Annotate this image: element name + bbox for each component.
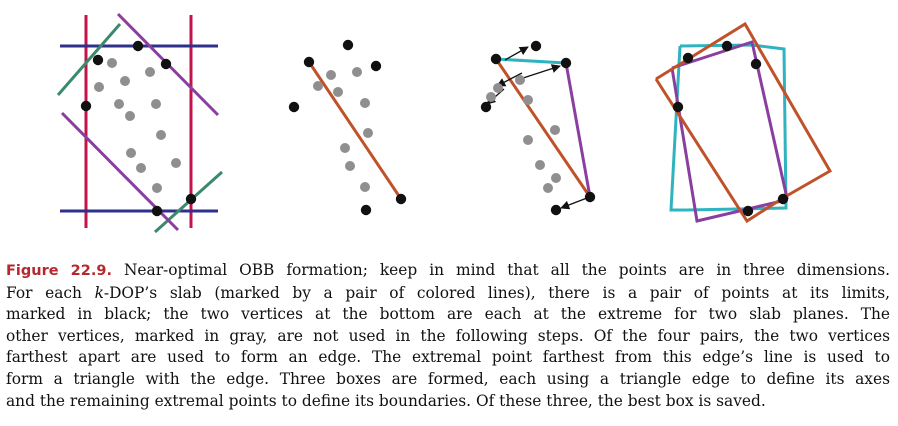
caption-line: For each k-DOP’s slab (marked by a pair … bbox=[6, 283, 890, 305]
panel-kdop-slabs bbox=[56, 12, 224, 234]
black-point bbox=[550, 204, 562, 216]
gray-point bbox=[523, 135, 533, 145]
gray-point bbox=[152, 183, 162, 193]
gray-point bbox=[326, 70, 336, 80]
panel-three-boxes bbox=[654, 21, 833, 224]
caption-text: farthest apart are used to form an edge.… bbox=[6, 348, 890, 367]
black-point bbox=[342, 39, 354, 51]
black-point bbox=[721, 40, 733, 52]
gray-point bbox=[360, 182, 370, 192]
italic-k: k bbox=[94, 283, 104, 302]
black-point bbox=[395, 193, 407, 205]
gray-point bbox=[151, 99, 161, 109]
gray-point bbox=[333, 87, 343, 97]
gray-point bbox=[551, 173, 561, 183]
orange-line bbox=[494, 58, 592, 198]
gray-point bbox=[156, 130, 166, 140]
black-point bbox=[288, 101, 300, 113]
gray-point bbox=[363, 128, 373, 138]
gray-point bbox=[550, 125, 560, 135]
gray-point bbox=[360, 98, 370, 108]
caption-text: Near-optimal OBB formation; keep in mind… bbox=[123, 261, 890, 279]
black-point bbox=[560, 57, 572, 69]
figure-caption: Figure 22.9. Near-optimal OBB formation;… bbox=[6, 260, 890, 412]
black-point bbox=[742, 205, 754, 217]
black-point bbox=[530, 40, 542, 52]
gray-point bbox=[94, 82, 104, 92]
gray-point bbox=[340, 143, 350, 153]
black-point bbox=[480, 101, 492, 113]
gray-point bbox=[114, 99, 124, 109]
black-point bbox=[151, 205, 163, 217]
black-point bbox=[777, 193, 789, 205]
gray-point bbox=[120, 76, 130, 86]
gray-point bbox=[125, 111, 135, 121]
black-point bbox=[132, 40, 144, 52]
black-point bbox=[584, 191, 596, 203]
orange-line bbox=[654, 21, 833, 224]
black-point bbox=[360, 204, 372, 216]
purple-line bbox=[564, 62, 592, 198]
black-point bbox=[92, 54, 104, 66]
gray-point bbox=[126, 148, 136, 158]
gray-point bbox=[171, 158, 181, 168]
panel-triangle bbox=[480, 40, 596, 216]
arrow bbox=[560, 197, 588, 210]
black-point bbox=[80, 100, 92, 112]
black-point bbox=[303, 56, 315, 68]
caption-text: form a triangle with the edge. Three box… bbox=[6, 369, 890, 388]
arrow bbox=[519, 64, 561, 80]
gray-point bbox=[107, 58, 117, 68]
gray-point bbox=[352, 67, 362, 77]
caption-line: Figure 22.9. Near-optimal OBB formation;… bbox=[6, 260, 890, 283]
gray-point bbox=[515, 75, 525, 85]
black-point bbox=[682, 52, 694, 64]
gray-point bbox=[313, 81, 323, 91]
caption-text: other vertices, marked in gray, are not … bbox=[6, 326, 890, 345]
gray-point bbox=[345, 161, 355, 171]
arrow bbox=[504, 46, 529, 61]
orange-line bbox=[307, 61, 403, 200]
gray-point bbox=[136, 163, 146, 173]
black-point bbox=[185, 193, 197, 205]
figure-label: Figure 22.9. bbox=[6, 263, 112, 279]
caption-text: and the remaining extremal points to def… bbox=[6, 391, 766, 410]
gray-point bbox=[535, 160, 545, 170]
caption-line: other vertices, marked in gray, are not … bbox=[6, 326, 890, 348]
arrow bbox=[496, 72, 523, 87]
teal-line bbox=[56, 23, 122, 96]
caption-line: marked in black; the two vertices at the… bbox=[6, 304, 890, 326]
caption-line: and the remaining extremal points to def… bbox=[6, 391, 890, 413]
gray-point bbox=[486, 92, 496, 102]
caption-text: For each k-DOP’s slab (marked by a pair … bbox=[6, 283, 890, 302]
gray-point bbox=[145, 67, 155, 77]
black-point bbox=[160, 58, 172, 70]
caption-text: marked in black; the two vertices at the… bbox=[6, 305, 890, 324]
black-point bbox=[672, 101, 684, 113]
caption-line: farthest apart are used to form an edge.… bbox=[6, 347, 890, 369]
cyan-line bbox=[495, 57, 567, 65]
black-point bbox=[370, 60, 382, 72]
gray-point bbox=[543, 183, 553, 193]
gray-point bbox=[523, 95, 533, 105]
panel-edge bbox=[288, 39, 407, 216]
gray-point bbox=[493, 83, 503, 93]
black-point bbox=[750, 58, 762, 70]
black-point bbox=[490, 53, 502, 65]
caption-line: form a triangle with the edge. Three box… bbox=[6, 369, 890, 391]
